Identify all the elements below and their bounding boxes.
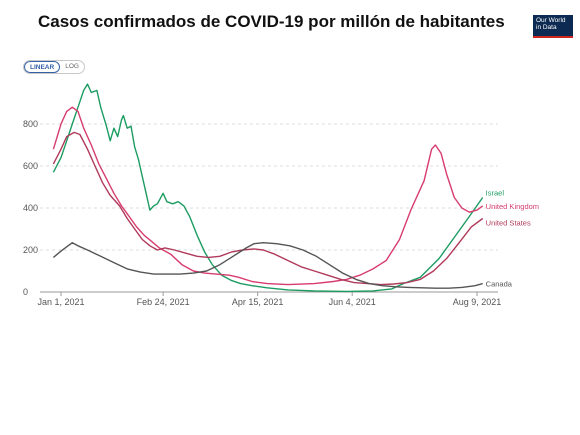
chart-title: Casos confirmados de COVID-19 por millón…: [38, 12, 505, 31]
y-tick-label: 600: [23, 161, 38, 171]
series-label-united-states: United States: [486, 219, 531, 228]
series-line-united-states[interactable]: [52, 131, 484, 286]
y-tick-label: 200: [23, 245, 38, 255]
y-tick-label: 400: [23, 203, 38, 213]
logo-line-1: Our World: [536, 17, 566, 24]
series-label-united-kingdom: United Kingdom: [486, 202, 539, 211]
series-label-israel: Israel: [486, 189, 505, 198]
series-line-canada[interactable]: [52, 242, 483, 289]
x-tick-label: Jun 4, 2021: [329, 297, 376, 307]
y-tick-label: 800: [23, 119, 38, 129]
x-tick-label: Jan 1, 2021: [37, 297, 84, 307]
linear-scale-button[interactable]: LINEAR: [24, 61, 61, 73]
series-line-israel[interactable]: [52, 83, 484, 293]
grid-lines: [40, 123, 498, 293]
x-axis: Jan 1, 2021 Feb 24, 2021 Apr 15, 2021 Jun 4…: [37, 292, 501, 307]
y-axis-ticks: 0 200 400 600 800: [23, 119, 38, 297]
x-tick-label: Aug 9, 2021: [453, 297, 502, 307]
series-lines: [52, 83, 484, 293]
series-line-united-kingdom[interactable]: [52, 106, 484, 286]
scale-toggle: LINEAR LOG: [23, 60, 85, 74]
series-labels: Israel United Kingdom United States Canada: [486, 189, 539, 289]
series-label-canada: Canada: [486, 280, 513, 289]
owid-logo[interactable]: Our World in Data: [533, 15, 573, 38]
x-tick-label: Feb 24, 2021: [137, 297, 190, 307]
log-scale-button[interactable]: LOG: [65, 63, 79, 70]
x-tick-label: Apr 15, 2021: [232, 297, 284, 307]
logo-line-2: in Data: [536, 24, 557, 31]
y-tick-label: 0: [23, 287, 28, 297]
